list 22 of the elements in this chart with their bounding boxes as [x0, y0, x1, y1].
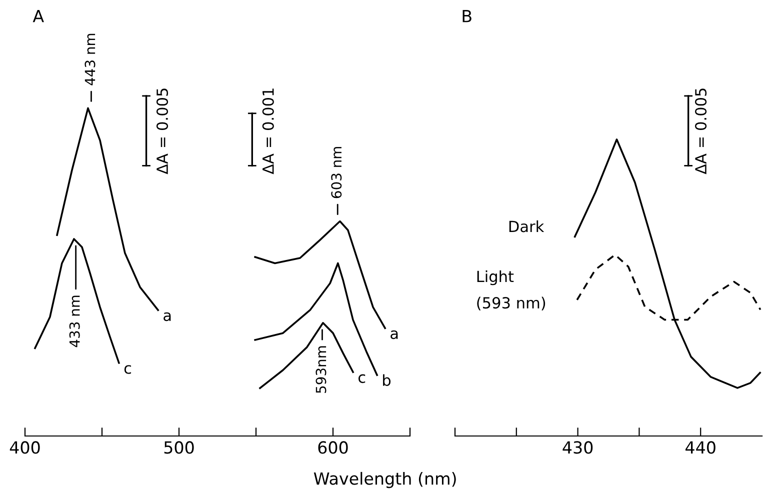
series-label: b — [383, 374, 391, 386]
chart-title: A — [32, 10, 44, 22]
chart-title: B — [462, 10, 472, 22]
annotation: ΔA = 0.001 — [262, 88, 274, 174]
x-tick-label: 600 — [318, 441, 348, 454]
annotation: ΔA = 0.005 — [156, 88, 168, 174]
x-tick-label: 440 — [686, 441, 716, 454]
x-tick-label: 500 — [164, 441, 194, 454]
series-label: a — [390, 330, 398, 340]
x-axis-title: Wavelength (nm) — [314, 472, 456, 488]
annotation: 603 nm — [331, 146, 342, 198]
series-label: a — [164, 312, 171, 322]
text: Light (593 nm) — [477, 270, 546, 310]
x-tick-label: 400 — [10, 441, 40, 454]
annotation: 593nm — [316, 346, 326, 393]
series-label: c — [124, 365, 132, 374]
annotation: 443 nm — [84, 34, 96, 86]
series-label: c — [358, 374, 366, 384]
text: Dark — [509, 220, 544, 232]
annotation: ΔA = 0.005 — [695, 88, 707, 174]
annotation: 433 nm — [69, 296, 80, 348]
x-tick-label: 430 — [562, 441, 593, 454]
